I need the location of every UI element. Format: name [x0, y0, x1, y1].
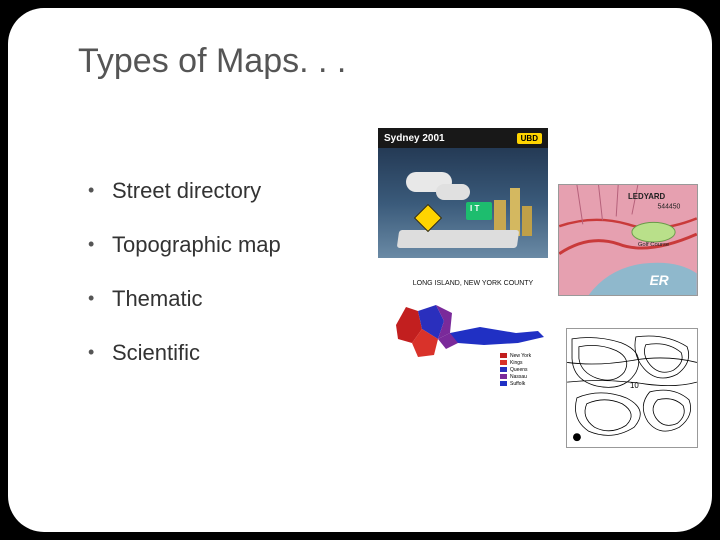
topo-label: LEDYARD: [628, 192, 666, 201]
thematic-caption: LONG ISLAND, NEW YORK COUNTY: [388, 278, 558, 287]
svg-text:Suffolk: Suffolk: [510, 381, 526, 387]
publisher-badge: UBD: [517, 133, 542, 144]
slide-title: Types of Maps. . .: [78, 42, 346, 81]
svg-text:Queens: Queens: [510, 367, 528, 373]
topo-coord: 544450: [657, 204, 680, 211]
scientific-thumb: 10: [566, 328, 698, 448]
topo-river-label: ER: [650, 273, 669, 288]
bullet-item: Street directory: [88, 178, 281, 204]
svg-text:New York: New York: [510, 353, 532, 359]
svg-text:Nassau: Nassau: [510, 374, 527, 380]
street-directory-thumb: Sydney 2001 UBD: [378, 128, 548, 258]
thematic-thumb: LONG ISLAND, NEW YORK COUNTY New York Ki…: [388, 278, 558, 398]
bullet-item: Scientific: [88, 340, 281, 366]
sydney-scene: [378, 148, 548, 258]
bullet-list: Street directory Topographic map Themati…: [88, 178, 281, 394]
sydney-title: Sydney 2001: [384, 133, 445, 144]
bullet-item: Topographic map: [88, 232, 281, 258]
topographic-thumb: LEDYARD 544450 Golf Course ER: [558, 184, 698, 296]
bullet-item: Thematic: [88, 286, 281, 312]
svg-text:Kings: Kings: [510, 360, 523, 366]
topo-golf-label: Golf Course: [638, 242, 669, 248]
sci-label: 10: [630, 381, 639, 390]
slide: Types of Maps. . . Street directory Topo…: [8, 8, 712, 532]
